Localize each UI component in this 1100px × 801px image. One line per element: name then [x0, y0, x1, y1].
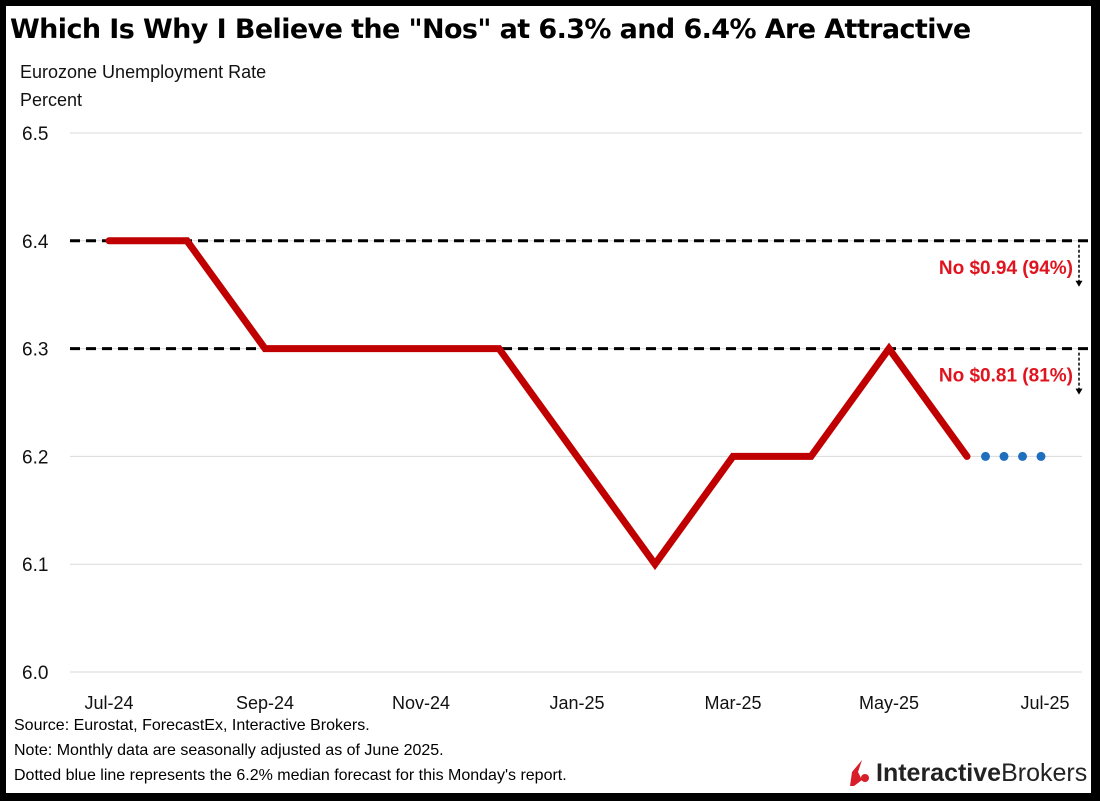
source-note: Source: Eurostat, ForecastEx, Interactiv… — [14, 717, 370, 734]
logo-text-bold: Interactive — [876, 758, 1002, 787]
y-tick-label: 6.2 — [22, 447, 48, 468]
threshold-annotation: No $0.94 (94%) — [939, 258, 1073, 279]
forecast-dot — [999, 451, 1009, 461]
arrow-head-icon — [1075, 388, 1083, 395]
forecast-dot — [981, 451, 990, 461]
forecast-dot — [1018, 451, 1027, 461]
interactive-brokers-logo-icon — [850, 760, 869, 786]
forecast-note: Dotted blue line represents the 6.2% med… — [14, 767, 567, 784]
x-tick-label: Nov-24 — [392, 693, 450, 713]
x-tick-label: Sep-24 — [236, 693, 294, 713]
chart-frame — [6, 6, 1091, 793]
chart-title: Which Is Why I Believe the "Nos" at 6.3%… — [10, 14, 971, 45]
x-tick-label: Jul-25 — [1020, 693, 1069, 713]
line-chart: 6.0 6.1 6.2 6.3 6.4 6.5 Jul-24 Sep-24 Nov-24 Jan… — [22, 124, 1083, 713]
interactive-brokers-logo: InteractiveBrokers — [848, 758, 1087, 788]
forecast-dot — [1036, 451, 1046, 461]
arrow-head-icon — [1075, 280, 1083, 287]
logo-text-regular: Brokers — [1001, 758, 1088, 787]
unemployment-rate-line — [105, 237, 971, 571]
y-tick-label: 6.4 — [22, 232, 49, 253]
y-tick-label: 6.3 — [22, 340, 48, 361]
chart-subtitle: Eurozone Unemployment Rate — [20, 62, 267, 82]
y-tick-label: 6.5 — [22, 124, 48, 145]
y-tick-label: 6.0 — [22, 663, 48, 684]
x-tick-label: May-25 — [859, 693, 919, 713]
x-tick-label: Jan-25 — [549, 693, 604, 713]
seasonal-note: Note: Monthly data are seasonally adjust… — [14, 742, 444, 759]
threshold-annotation: No $0.81 (81%) — [939, 366, 1073, 387]
x-tick-label: Mar-25 — [704, 693, 761, 713]
y-axis-unit-label: Percent — [20, 90, 83, 110]
y-tick-label: 6.1 — [22, 555, 48, 576]
x-tick-label: Jul-24 — [84, 693, 133, 713]
